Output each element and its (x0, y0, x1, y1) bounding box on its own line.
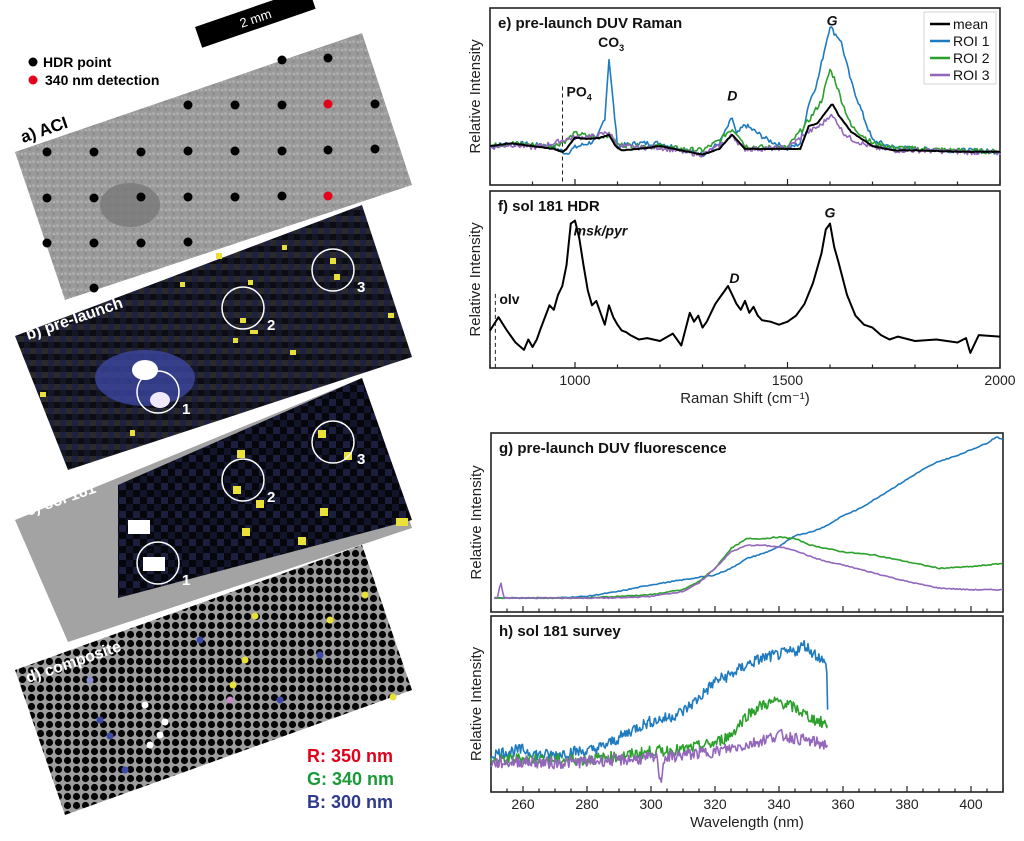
aci-image (15, 33, 412, 300)
roi-2-label: 2 (267, 489, 275, 506)
roi-2-circle (221, 286, 265, 330)
x-tick-label: 340 (767, 796, 791, 812)
x-tick-label: 2000 (984, 372, 1015, 388)
channel-red-label: R: 350 nm (307, 746, 393, 766)
peak-annotation: G (825, 205, 836, 221)
detection-point (323, 191, 333, 201)
series-line-roi-3 (490, 113, 1001, 158)
x-tick-label: 380 (895, 796, 919, 812)
x-axis-label: Raman Shift (cm⁻¹) (680, 390, 810, 407)
x-tick-label: 360 (831, 796, 855, 812)
x-tick-label: 1000 (559, 372, 590, 388)
roi-3-circle (311, 420, 355, 464)
series-line-roi-1 (493, 436, 1004, 600)
roi-1-label: 1 (182, 572, 190, 589)
aci-dark-feature (100, 183, 160, 227)
point-legend: HDR point 340 nm detection (28, 54, 159, 88)
channel-legend: R: 350 nm G: 340 nm B: 300 nm (307, 746, 394, 812)
roi-2-label: 2 (267, 317, 275, 334)
x-tick-label: 1500 (772, 372, 803, 388)
composite-colored-points (86, 591, 397, 774)
image-panels: HDR point 340 nm detection a) ACI 2 mm (15, 0, 412, 815)
peak-annotation: D (727, 88, 737, 104)
hdr-point-marker (28, 57, 38, 67)
detection-marker (28, 75, 38, 85)
x-axis-label: Wavelength (nm) (690, 814, 804, 831)
spectra-charts: Raman Shift (cm⁻¹) Relative Intensity e) p… (467, 7, 1016, 831)
hdr-point-label: HDR point (43, 54, 112, 70)
peak-annotation: olv (499, 291, 519, 307)
plot-frame (490, 432, 1004, 613)
roi-1-circle (136, 541, 180, 585)
chart-title: h) sol 181 survey (499, 623, 621, 640)
scale-bar-rect (195, 0, 316, 48)
roi-1-label: 1 (182, 401, 190, 418)
roi-3-label: 3 (357, 451, 365, 468)
y-axis-label: Relative Intensity (467, 222, 484, 337)
composite-map (15, 545, 412, 815)
chart-title: f) sol 181 HDR (498, 198, 600, 215)
aci-hdr-points (42, 53, 380, 293)
y-axis-label: Relative Intensity (467, 39, 484, 154)
yellow-pixels (40, 245, 394, 436)
white-region (128, 520, 150, 534)
series-line-roi-1 (490, 640, 829, 761)
y-axis-label: Relative Intensity (468, 646, 485, 761)
peak-annotation: msk/pyr (574, 222, 629, 238)
white-region (143, 557, 165, 571)
series-line-roi-3 (490, 728, 828, 783)
chart-f-raman-sol181: 1000 1500 2000 Raman Shift (cm⁻¹) Relative I… (467, 190, 1016, 407)
roi-3-circle (311, 248, 355, 292)
legend-entry: mean (953, 16, 988, 32)
panel-a-aci: a) ACI (15, 33, 412, 300)
series-line-roi-3 (493, 544, 1003, 600)
plot-frame (489, 7, 1001, 186)
white-region (132, 360, 158, 380)
series-line-mean (489, 103, 1001, 156)
scale-bar: 2 mm (195, 0, 316, 48)
peak-annotation: PO4 (567, 84, 592, 103)
x-tick-label: 320 (703, 796, 727, 812)
roi-1-circle (136, 370, 180, 414)
detection-point (323, 99, 333, 109)
chart-title: g) pre-launch DUV fluorescence (499, 440, 727, 457)
y-axis-label: Relative Intensity (468, 465, 485, 580)
peak-annotation: CO3 (598, 34, 624, 53)
white-region (150, 392, 170, 408)
chart-g-fluorescence-prelaunch: Relative Intensity g) pre-launch DUV fluo… (468, 432, 1004, 613)
chart-title: e) pre-launch DUV Raman (498, 15, 682, 32)
legend-entry: ROI 2 (953, 50, 990, 66)
detection-label: 340 nm detection (45, 72, 159, 88)
x-tick-label: 280 (575, 796, 599, 812)
channel-blue-label: B: 300 nm (307, 792, 393, 812)
roi-3-label: 3 (357, 279, 365, 296)
peak-annotation: G (827, 13, 838, 29)
sol181-map (118, 378, 412, 598)
plot-frame (489, 190, 1001, 369)
roi-2-circle (221, 458, 265, 502)
series-line-hdr (489, 219, 1001, 354)
peak-annotation: D (729, 270, 739, 286)
x-tick-label: 400 (959, 796, 983, 812)
legend-entry: ROI 1 (953, 33, 990, 49)
x-tick-label: 300 (639, 796, 663, 812)
channel-green-label: G: 340 nm (307, 769, 394, 789)
x-tick-label: 260 (511, 796, 535, 812)
chart-h-fluorescence-sol181: 260 280 300 320 340 360 380 400 Wavelength (nm) R… (468, 615, 1004, 831)
legend-entry: ROI 3 (953, 67, 990, 83)
